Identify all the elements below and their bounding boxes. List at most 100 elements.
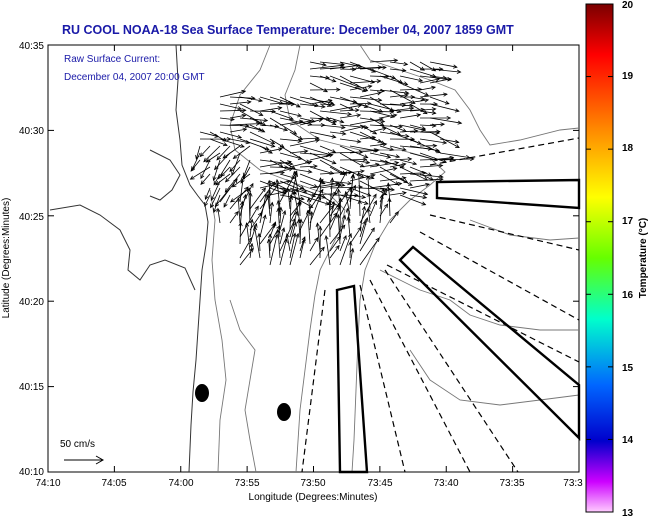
current-vector-head <box>363 200 369 205</box>
current-vector <box>389 192 407 196</box>
current-vector-head <box>260 128 266 133</box>
current-vector <box>399 130 418 133</box>
current-vector <box>239 117 268 121</box>
current-vector-head <box>336 235 342 241</box>
current-vector <box>399 88 422 91</box>
current-vector-head <box>204 202 209 207</box>
plot-area[interactable] <box>47 44 580 473</box>
current-vector <box>249 124 265 133</box>
current-vector <box>347 216 351 238</box>
current-vector-head <box>288 195 294 200</box>
current-vector-head <box>203 157 208 163</box>
current-vector <box>349 149 379 154</box>
current-vector <box>369 200 377 217</box>
current-vector <box>214 187 231 207</box>
current-vector-head <box>418 78 424 83</box>
current-vector-head <box>432 143 438 148</box>
y-tick-label: 40:25 <box>19 212 44 223</box>
current-vector-head <box>298 218 303 224</box>
current-vector-head <box>263 192 268 198</box>
current-vector-head <box>319 188 324 194</box>
current-vector <box>349 145 378 152</box>
current-vector-head <box>376 91 382 96</box>
current-vector-head <box>261 187 266 193</box>
current-vector-head <box>347 111 353 117</box>
contour-5 <box>229 299 257 473</box>
current-vector <box>309 152 336 164</box>
current-vector-head <box>291 217 296 223</box>
current-vector <box>419 93 448 98</box>
current-vector-head <box>271 223 276 228</box>
current-vector-head <box>398 79 404 84</box>
current-vector-head <box>253 225 258 231</box>
y-tick-label: 40:20 <box>19 297 44 308</box>
current-vector-head <box>401 162 407 167</box>
current-vector <box>409 166 432 176</box>
station-marker[interactable] <box>195 384 209 402</box>
current-vector-head <box>342 214 347 220</box>
inlet-coast <box>49 204 196 291</box>
current-vector-head <box>253 222 258 228</box>
current-vector-head <box>442 140 448 145</box>
current-vector <box>389 103 406 106</box>
current-vector-head <box>465 154 471 160</box>
current-vector <box>349 241 351 259</box>
current-vector <box>389 173 413 186</box>
current-vector-head <box>200 174 205 180</box>
current-vector <box>339 185 356 217</box>
current-vector <box>259 161 292 168</box>
current-vector-head <box>423 191 429 196</box>
current-vector <box>279 110 302 117</box>
colorbar-tick-label: 13 <box>622 508 634 518</box>
current-vector <box>309 237 319 252</box>
current-vector-head <box>313 164 318 169</box>
current-vector <box>213 159 221 181</box>
current-vector-head <box>401 176 407 181</box>
x-tick-marks <box>47 45 580 472</box>
current-vector <box>239 206 259 238</box>
current-vector <box>389 158 412 161</box>
current-vector-head <box>370 227 375 233</box>
current-vector <box>219 138 245 148</box>
current-vector-head <box>292 221 297 227</box>
current-vector-head <box>350 247 355 253</box>
current-vector-head <box>336 87 341 92</box>
current-vector-head <box>274 124 280 129</box>
current-vector <box>409 103 428 115</box>
current-vector-head <box>239 200 245 206</box>
current-vector-head <box>394 210 399 216</box>
current-vector <box>369 143 387 147</box>
current-vector-head <box>231 183 237 188</box>
current-vector <box>279 138 302 142</box>
current-vector <box>299 137 319 140</box>
scale-arrow-icon <box>64 455 105 465</box>
current-vector <box>190 166 211 180</box>
current-vector <box>339 125 365 133</box>
current-vector <box>309 64 344 70</box>
current-vector-head <box>331 160 337 165</box>
current-vector-head <box>446 115 452 121</box>
current-vector-head <box>372 193 377 199</box>
current-vector <box>429 75 447 79</box>
station-marker[interactable] <box>277 403 291 421</box>
current-vector <box>277 230 281 259</box>
current-vector-head <box>270 143 276 148</box>
current-vector-head <box>339 63 345 68</box>
current-vector-head <box>417 87 423 92</box>
contour-6 <box>379 269 579 331</box>
current-vector-head <box>277 106 283 111</box>
current-vector-head <box>351 67 357 72</box>
current-vector <box>349 118 383 126</box>
current-vector <box>205 187 211 200</box>
current-vector-head <box>377 97 383 103</box>
current-vector-head <box>342 171 347 176</box>
current-vector-head <box>362 157 368 162</box>
current-vector-head <box>230 117 235 122</box>
current-vector-head <box>328 153 334 158</box>
current-vector <box>379 114 397 119</box>
current-vector-head <box>223 202 228 208</box>
current-vector-head <box>333 212 338 217</box>
current-vector <box>409 68 436 78</box>
lane-box-south <box>335 284 369 474</box>
current-vector <box>329 171 347 203</box>
